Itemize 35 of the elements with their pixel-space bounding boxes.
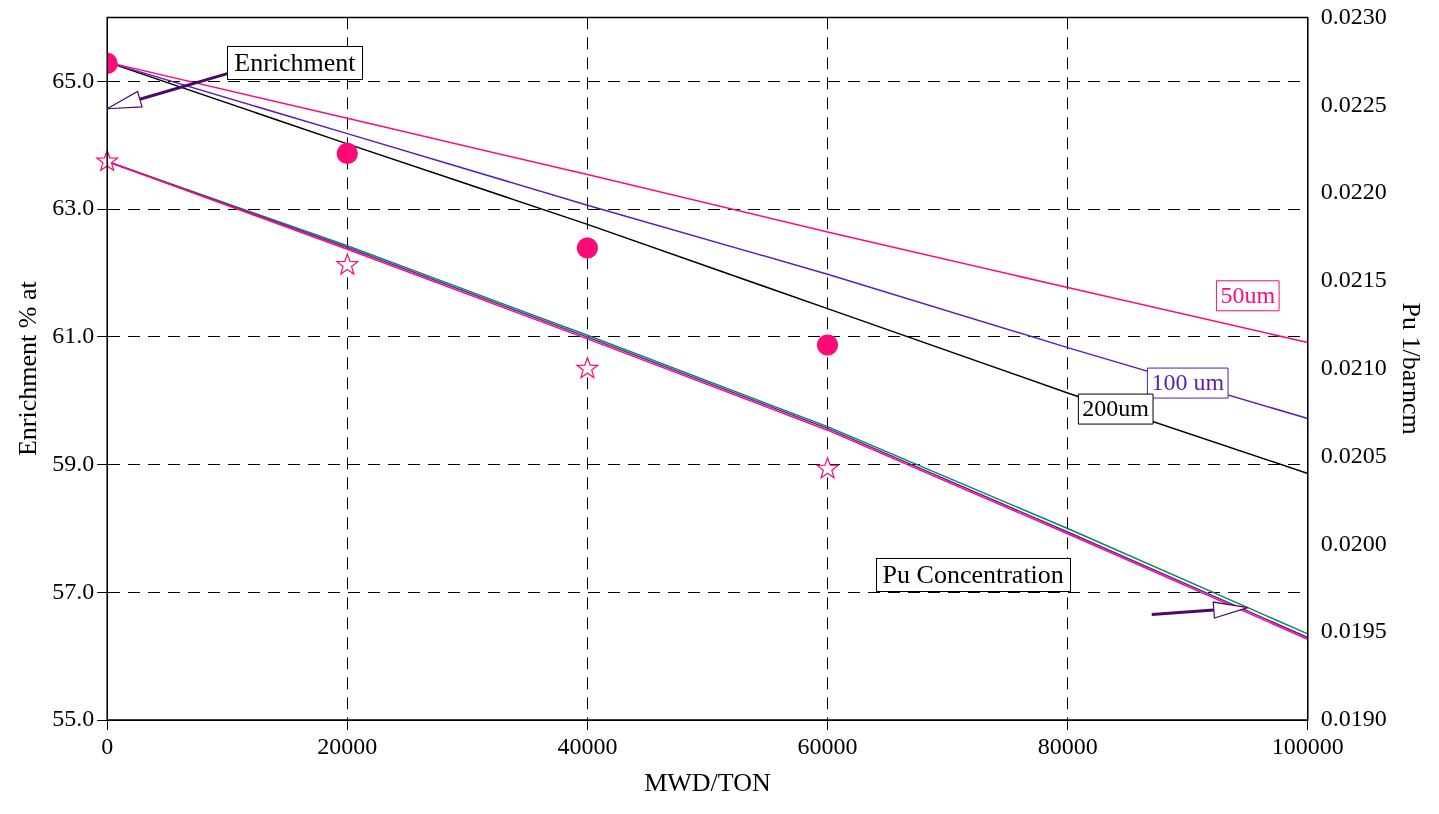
x-tick-label: 0: [101, 732, 114, 759]
series-label: 200um: [1082, 395, 1150, 422]
x-axis-title: MWD/TON: [644, 768, 772, 798]
y-tick-label: 59.0: [52, 449, 95, 476]
y-tick-label: 55.0: [52, 705, 95, 732]
y-tick-label: 65.0: [52, 66, 95, 93]
y2-tick-label: 0.0220: [1320, 178, 1387, 205]
y-tick-label: 63.0: [52, 194, 95, 221]
point: [816, 334, 839, 356]
point: [96, 149, 119, 171]
y-tick-label: 61.0: [52, 322, 95, 349]
x-tick-label: 40000: [557, 732, 618, 759]
series-label: 50um: [1220, 282, 1276, 309]
annotation: Enrichment: [227, 45, 363, 80]
y2-tick-label: 0.0205: [1320, 441, 1387, 468]
y2-tick-label: 0.0210: [1320, 354, 1387, 380]
y2-axis-title: Pu 1/barncm: [1396, 302, 1426, 435]
y2-tick-label: 0.0195: [1320, 617, 1387, 644]
y2-tick-label: 0.0190: [1320, 705, 1387, 732]
series-label: 100 um: [1151, 369, 1225, 396]
point: [336, 253, 359, 275]
point: [576, 237, 599, 259]
x-tick-label: 100000: [1271, 732, 1344, 759]
y-axis-title: Enrichment % at: [13, 280, 43, 457]
y-tick-label: 57.0: [52, 577, 95, 604]
x-tick-label: 80000: [1037, 732, 1098, 759]
y2-tick-label: 0.0200: [1320, 529, 1387, 556]
point: [816, 457, 839, 479]
x-tick-label: 20000: [317, 732, 378, 759]
y2-tick-label: 0.0225: [1320, 90, 1387, 117]
y2-tick-label: 0.0215: [1320, 266, 1387, 293]
annotation: Pu Concentration: [875, 558, 1071, 593]
y2-tick-label: 0.0230: [1320, 2, 1387, 29]
x-tick-label: 60000: [797, 732, 858, 759]
point: [576, 357, 599, 379]
